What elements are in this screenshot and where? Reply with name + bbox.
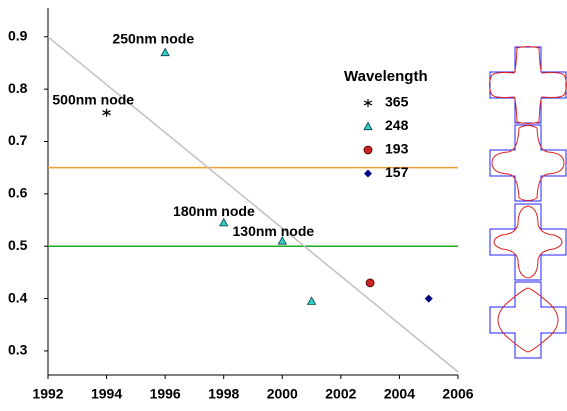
y-tick-label: 0.3 <box>8 342 28 358</box>
point <box>220 219 228 226</box>
point <box>161 49 169 56</box>
legend-marker <box>364 146 372 154</box>
legend-label: 193 <box>385 141 409 157</box>
mask-shapes <box>490 47 567 359</box>
y-tick-label: 0.4 <box>8 289 28 305</box>
legend-label: 157 <box>385 164 409 180</box>
x-tick-label: 1994 <box>91 386 122 402</box>
legend-marker <box>364 123 372 130</box>
point <box>425 295 433 303</box>
x-tick-label: 2002 <box>325 386 356 402</box>
legend-marker <box>364 170 372 178</box>
legend-label: 248 <box>385 117 409 133</box>
x-tick-label: 1996 <box>150 386 181 402</box>
chart: 0.3 0.4 0.5 0.6 0.7 0.8 0.9 1992 1994 1996 1998 200… <box>0 0 567 411</box>
y-tick-label: 0.6 <box>8 185 28 201</box>
y-tick-label: 0.5 <box>8 237 28 253</box>
annotation: 250nm node <box>112 31 194 47</box>
y-tick-label: 0.7 <box>8 132 28 148</box>
x-tick-label: 2004 <box>384 386 415 402</box>
legend-label: 365 <box>385 94 409 110</box>
x-tick-label: 2000 <box>267 386 298 402</box>
annotation: 500nm node <box>52 91 134 107</box>
legend-title: Wavelength <box>344 68 428 85</box>
annotation: 180nm node <box>173 203 255 219</box>
point <box>103 109 111 117</box>
point <box>308 297 316 304</box>
x-tick-label: 1992 <box>32 386 63 402</box>
y-tick-label: 0.9 <box>8 27 28 43</box>
y-tick-label: 0.8 <box>8 80 28 96</box>
point <box>366 279 374 287</box>
x-tick-label: 2006 <box>442 386 473 402</box>
annotation: 130nm node <box>233 223 315 239</box>
legend-marker <box>364 99 372 107</box>
x-tick-label: 1998 <box>208 386 239 402</box>
